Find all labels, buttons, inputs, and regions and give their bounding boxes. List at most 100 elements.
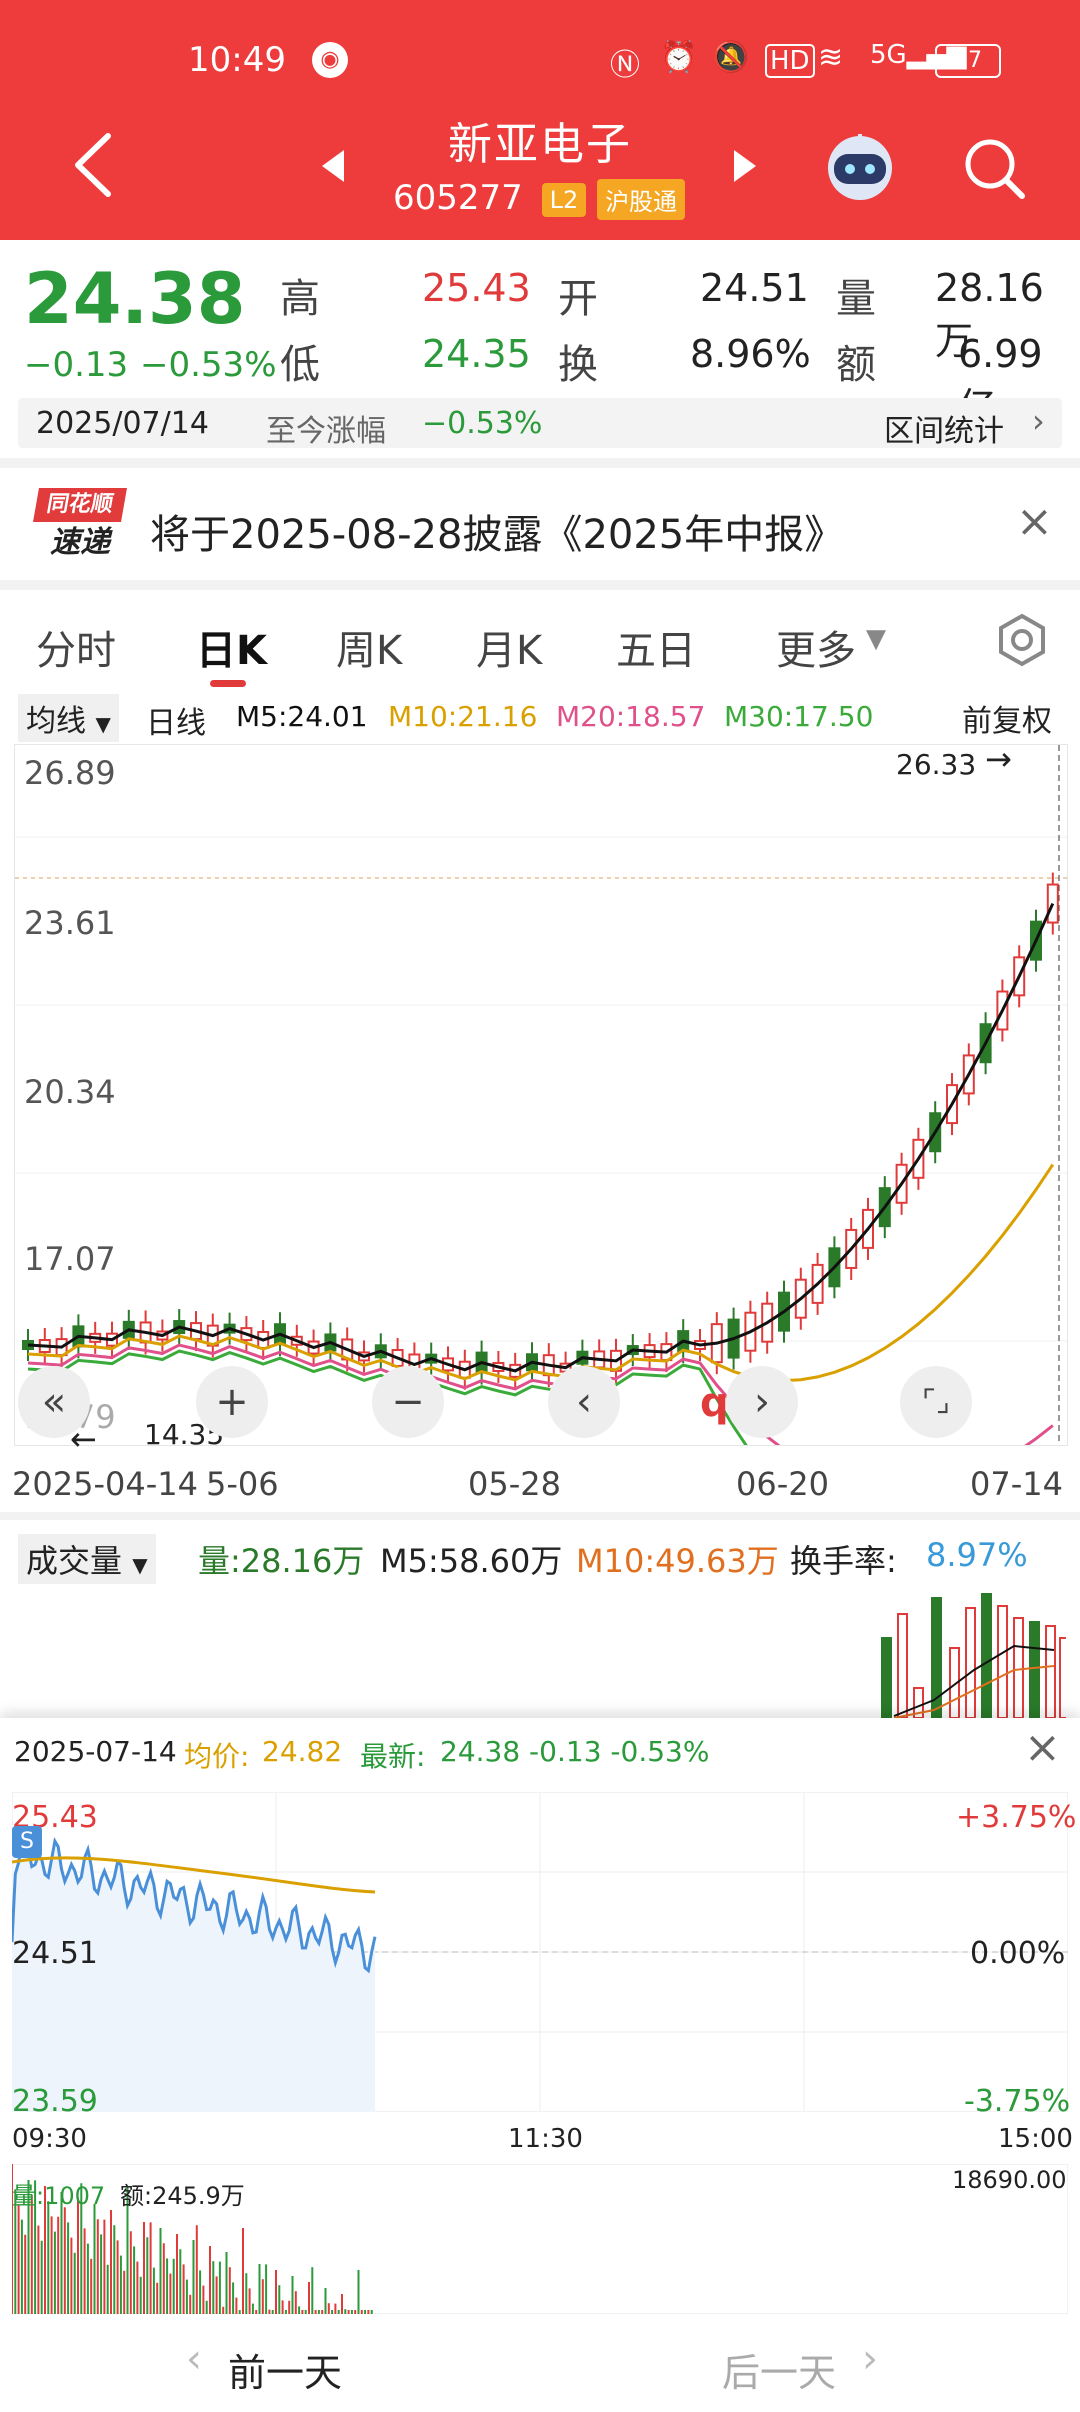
x-label-5: 07-14 — [970, 1465, 1063, 1503]
intraday-volume: 量:1007 — [12, 2182, 106, 2210]
intraday-avg: 24.82 — [262, 1735, 343, 1768]
intraday-pct-low: -3.75% — [964, 2084, 1071, 2119]
current-price: 24.38 — [24, 258, 246, 340]
app-notification-icon: ◉ — [312, 42, 348, 78]
intraday-latest-label: 最新: — [360, 1740, 426, 1773]
amount-label: 额 — [836, 342, 876, 388]
zoom-in-button[interactable]: + — [196, 1366, 268, 1438]
tab-monthly-k[interactable]: 月K — [476, 628, 543, 674]
volume-bar — [897, 1613, 908, 1718]
ma-selector-label: 均线 — [26, 704, 86, 739]
q-marker[interactable]: q — [700, 1380, 729, 1426]
high-value: 25.43 — [422, 266, 531, 310]
close-panel-icon[interactable]: × — [1024, 1722, 1061, 1773]
volume-current: 量:28.16万 — [198, 1542, 365, 1580]
tab-intraday[interactable]: 分时 — [36, 628, 116, 674]
intraday-y-mid: 24.51 — [12, 1936, 98, 1971]
kline-svg — [15, 745, 1067, 1613]
intraday-pct-mid: 0.00% — [970, 1936, 1066, 1971]
adjust-mode[interactable]: 前复权 — [962, 704, 1052, 739]
ma30: M30:17.50 — [724, 700, 874, 733]
robot-assistant-icon[interactable] — [822, 128, 898, 204]
turnover-rate-value: 8.97% — [926, 1536, 1028, 1574]
since-value: −0.53% — [422, 406, 543, 441]
chevron-left-icon: ‹ — [186, 2336, 202, 2382]
tab-weekly-k[interactable]: 周K — [336, 628, 403, 674]
hgt-badge: 沪股通 — [597, 179, 686, 220]
zoom-out-button[interactable]: − — [372, 1366, 444, 1438]
tab-daily-k[interactable]: 日K — [196, 628, 267, 674]
low-value: 24.35 — [422, 332, 531, 376]
scroll-right-button[interactable]: › — [726, 1366, 798, 1438]
volume-bar — [913, 1687, 924, 1718]
volume-ma5-line — [893, 1644, 1055, 1717]
interval-stats-link[interactable]: 区间统计 — [884, 414, 1004, 449]
turnover-rate-label: 换手率: — [790, 1542, 897, 1580]
caret-down-icon: ▼ — [95, 712, 111, 736]
next-stock-icon[interactable] — [730, 148, 760, 184]
next-day-button[interactable]: 后一天 — [722, 2351, 837, 2395]
time-mid: 11:30 — [508, 2124, 583, 2154]
volume-bar — [965, 1607, 976, 1718]
turnover-value: 8.96% — [690, 332, 811, 376]
scroll-left-button[interactable]: ‹ — [548, 1366, 620, 1438]
close-icon[interactable]: × — [1016, 496, 1053, 547]
ma5-line — [27, 902, 1055, 1373]
max-price-label: 26.33 — [896, 748, 977, 781]
y-label-4: 17.07 — [24, 1240, 116, 1278]
intraday-amount: 额:245.9万 — [120, 2182, 245, 2210]
y-label-1: 26.89 — [24, 754, 116, 792]
intraday-volume-chart — [12, 2164, 1068, 2314]
chart-tabs: 分时 日K 周K 月K 五日 更多 ▼ — [0, 598, 1080, 688]
intraday-price-line — [12, 1829, 377, 1974]
intraday-y-low: 23.59 — [12, 2084, 98, 2119]
scroll-start-button[interactable]: « — [18, 1366, 90, 1438]
x-label-3: 05-28 — [468, 1465, 561, 1503]
volume-bar — [931, 1597, 942, 1718]
volume-selector[interactable]: 成交量 ▼ — [18, 1534, 156, 1584]
announcement-banner[interactable]: 同花顺 速递 将于2025-08-28披露《2025年中报》 × — [0, 474, 1080, 578]
hd-icon: HD — [765, 44, 815, 78]
search-icon[interactable] — [962, 136, 1026, 200]
battery-icon: 27 — [935, 44, 1001, 78]
volume-bar — [1013, 1617, 1024, 1718]
intraday-date: 2025-07-14 — [14, 1735, 177, 1768]
volume-selector-label: 成交量 — [26, 1542, 123, 1580]
intraday-pct-high: +3.75% — [956, 1800, 1077, 1835]
tab-more[interactable]: 更多 — [776, 628, 856, 674]
app-header: 10:49 ◉ Ⓝ ⏰ 🔕 HD ≋ 5G▂▄▆ 27 新亚电子 605277 … — [0, 0, 1080, 240]
intraday-chart[interactable] — [12, 1792, 1068, 2112]
ma-selector[interactable]: 均线 ▼ — [18, 694, 119, 742]
x-label-4: 06-20 — [736, 1465, 829, 1503]
time-start: 09:30 — [12, 2124, 87, 2154]
chevron-right-icon: › — [1032, 402, 1045, 440]
ma20: M20:18.57 — [556, 700, 706, 733]
prev-stock-icon[interactable] — [318, 148, 348, 184]
ma10: M10:21.16 — [388, 700, 538, 733]
kline-chart[interactable] — [14, 744, 1068, 1613]
announcement-text: 将于2025-08-28披露《2025年中报》 — [150, 512, 845, 558]
caret-down-icon: ▼ — [866, 624, 886, 654]
volume-bar — [981, 1593, 992, 1718]
tab-five-day[interactable]: 五日 — [616, 628, 696, 674]
caret-down-icon: ▼ — [132, 1553, 148, 1577]
prev-day-button[interactable]: 前一天 — [228, 2351, 343, 2395]
volume-bar — [1029, 1621, 1040, 1718]
intraday-sell-marker[interactable]: S — [12, 1826, 42, 1858]
back-icon[interactable] — [68, 130, 118, 200]
open-value: 24.51 — [700, 266, 809, 310]
settings-icon[interactable] — [994, 612, 1050, 668]
fullscreen-button[interactable]: ⌜⌟ — [900, 1366, 972, 1438]
nfc-icon: Ⓝ — [610, 48, 640, 83]
price-change-pct: −0.53% — [140, 345, 277, 385]
intraday-avg-line — [12, 1856, 376, 1894]
x-label-1: 2025-04-14 — [12, 1465, 198, 1503]
volume-label: 量 — [836, 276, 876, 322]
intraday-avg-label: 均价: — [184, 1740, 250, 1773]
price-change: −0.13 — [24, 345, 129, 385]
volume-chart — [881, 1593, 1066, 1718]
x-label-2: 5-06 — [206, 1465, 279, 1503]
open-label: 开 — [558, 276, 598, 322]
volume-bar — [881, 1637, 892, 1718]
interval-bar[interactable]: 2025/07/14 至今涨幅 −0.53% 区间统计 › — [18, 398, 1062, 449]
